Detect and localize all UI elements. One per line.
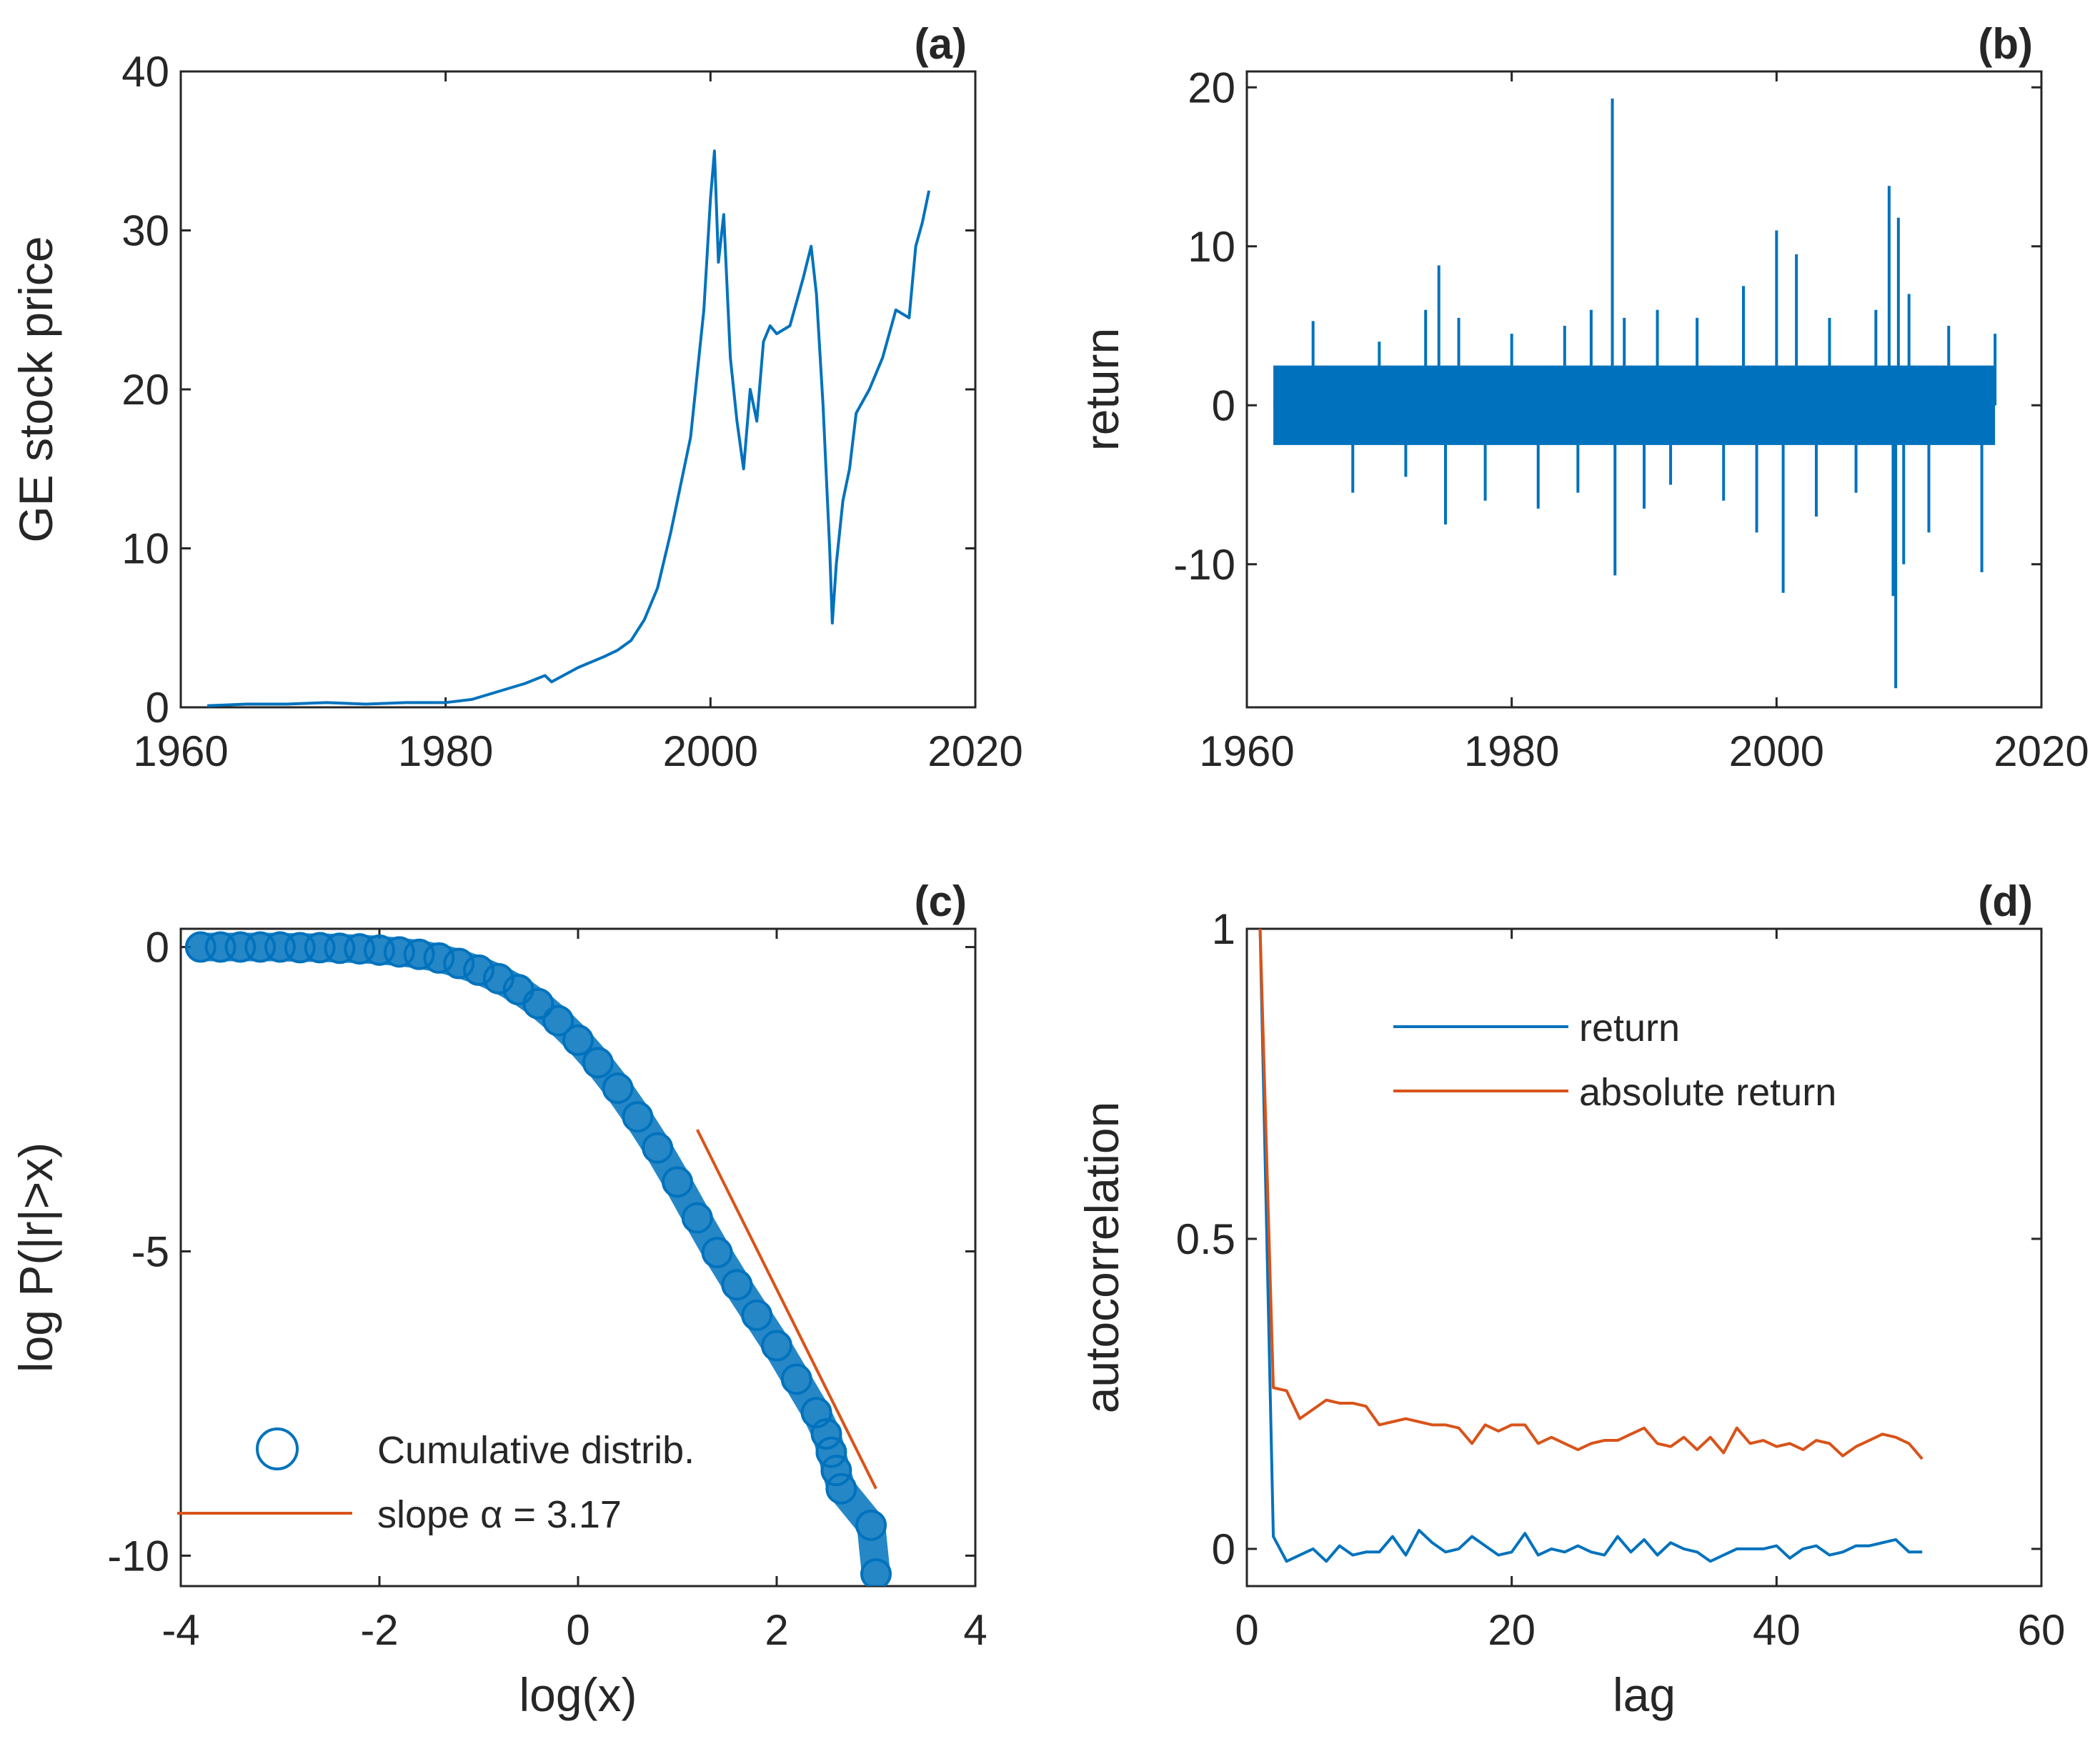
y-tick-label: 20 [121, 366, 169, 414]
series-ge-stock-price-line [206, 149, 931, 707]
y-tick-label: 0.5 [1176, 1215, 1235, 1263]
legend-label: slope α = 3.17 [377, 1493, 622, 1536]
series-absolute-return-line [1258, 929, 1924, 1460]
plot-area [1273, 98, 1997, 689]
y-tick-label: 0 [1212, 382, 1235, 429]
legend-label: absolute return [1579, 1071, 1836, 1114]
series-slope-3-17-line [696, 1129, 877, 1490]
panel-label: (c) [915, 877, 967, 925]
x-tick-label: 4 [963, 1606, 987, 1654]
legend: Cumulative distrib. slope α = 3.17 [177, 1427, 695, 1536]
legend-label: return [1579, 1007, 1680, 1050]
y-tick-label: 10 [1188, 223, 1235, 271]
y-tick-label: 0 [146, 684, 169, 732]
legend-label: Cumulative distrib. [377, 1429, 695, 1472]
x-tick-label: 0 [1235, 1606, 1258, 1654]
y-axis-label: GE stock price [9, 236, 62, 542]
legend: return absolute return [1393, 1007, 1836, 1114]
x-tick-label: -2 [360, 1606, 398, 1654]
x-tick-label: 1960 [1199, 727, 1294, 775]
plot-frame [1245, 927, 2043, 1588]
y-axis-label: return [1075, 328, 1128, 451]
y-tick-label: 1 [1212, 905, 1235, 953]
y-tick-label: -10 [1173, 541, 1235, 589]
y-tick-label: 0 [146, 924, 169, 972]
x-tick-label: 0 [566, 1606, 589, 1654]
panel-c: -4 -2 0 2 4 -10 -5 0 (c) log P(|r|>x) log(x) Cumula… [9, 877, 987, 1721]
x-tick-label: 2 [765, 1606, 788, 1654]
x-tick-label: 1960 [133, 727, 228, 775]
plot-area [184, 931, 892, 1586]
x-tick-label: 1980 [398, 727, 493, 775]
y-tick-label: 20 [1188, 64, 1235, 111]
panel-d: 0 20 40 60 0 0.5 1 (d) autocorrelation lag return a… [1075, 877, 2065, 1721]
x-tick-label: 2020 [927, 727, 1022, 775]
series-return-line [1258, 929, 1923, 1563]
plot-frame [1245, 70, 2043, 709]
y-tick-label: 40 [121, 48, 169, 96]
plot-area [206, 149, 931, 707]
panel-a: 1960 1980 2000 2020 0 10 20 30 40 (a) GE stock pri… [9, 20, 1023, 775]
x-tick-label: 2020 [1994, 727, 2089, 775]
y-tick-label: -5 [131, 1227, 169, 1275]
legend-marker-circle [256, 1427, 299, 1470]
x-axis-label: log(x) [519, 1668, 637, 1721]
series-cumulative-distrib-density [186, 932, 890, 1586]
panel-label: (d) [1978, 877, 2033, 925]
y-axis-label: autocorrelation [1075, 1102, 1128, 1414]
y-tick-label: 0 [1212, 1525, 1235, 1573]
x-tick-label: 2000 [663, 727, 758, 775]
panel-label: (b) [1978, 20, 2033, 68]
x-tick-label: -4 [161, 1606, 199, 1654]
y-tick-label: 30 [121, 207, 169, 255]
y-tick-label: 10 [121, 525, 169, 573]
plot-area [1258, 929, 1924, 1563]
y-tick-label: -10 [107, 1532, 169, 1580]
x-tick-label: 40 [1753, 1606, 1801, 1654]
panel-label: (a) [915, 20, 967, 68]
y-axis-label: log P(|r|>x) [9, 1142, 62, 1372]
x-axis-label: lag [1613, 1668, 1676, 1721]
x-tick-label: 60 [2018, 1606, 2066, 1654]
x-tick-label: 20 [1488, 1606, 1536, 1654]
x-tick-label: 2000 [1729, 727, 1824, 775]
panel-b: 1960 1980 2000 2020 -10 0 10 20 (b) return [1075, 20, 2089, 775]
x-tick-label: 1980 [1464, 727, 1559, 775]
